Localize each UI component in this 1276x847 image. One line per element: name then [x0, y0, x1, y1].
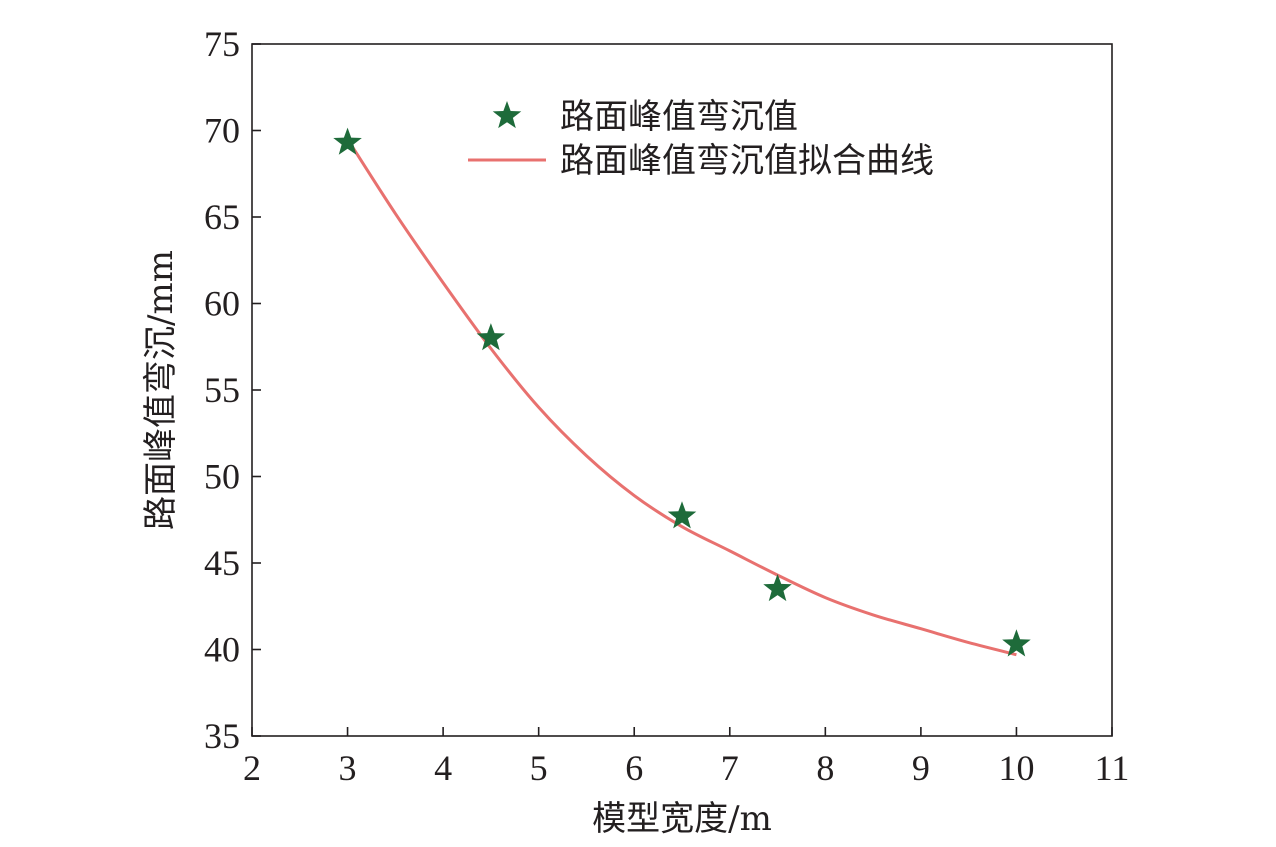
data-point-star — [333, 127, 362, 155]
x-tick-label: 6 — [625, 748, 643, 788]
y-tick-label: 60 — [204, 284, 240, 324]
data-point-star — [667, 501, 697, 529]
x-tick-label: 3 — [339, 748, 357, 788]
y-tick-label: 75 — [204, 24, 240, 64]
y-axis-title: 路面峰值弯沉/mm — [141, 250, 181, 530]
x-tick-label: 7 — [721, 748, 739, 788]
data-point-star — [476, 323, 506, 351]
fit-curve-line — [346, 138, 1017, 657]
y-tick-label: 70 — [204, 111, 240, 151]
data-point-star — [763, 573, 792, 602]
x-tick-label: 8 — [816, 748, 834, 788]
x-tick-label: 9 — [912, 748, 930, 788]
x-tick-label: 5 — [530, 748, 548, 788]
legend-star-icon — [492, 101, 522, 129]
x-axis-title: 模型宽度/m — [592, 799, 772, 839]
legend-label-scatter: 路面峰值弯沉值 — [560, 97, 798, 137]
y-tick-label: 40 — [204, 630, 240, 670]
y-tick-label: 50 — [204, 457, 240, 497]
y-tick-label: 55 — [204, 370, 240, 410]
x-axis: 2 3 4 5 6 7 8 9 10 11 — [243, 727, 1129, 788]
y-tick-label: 65 — [204, 197, 240, 237]
legend: 路面峰值弯沉值 路面峰值弯沉值拟合曲线 — [468, 97, 934, 181]
legend-label-line: 路面峰值弯沉值拟合曲线 — [560, 141, 934, 181]
x-tick-label: 10 — [998, 748, 1034, 788]
data-point-star — [1002, 629, 1031, 657]
data-markers — [333, 127, 1031, 657]
y-tick-label: 45 — [204, 543, 240, 583]
x-tick-label: 4 — [434, 748, 452, 788]
y-tick-label: 35 — [204, 716, 240, 756]
x-tick-label: 11 — [1095, 748, 1130, 788]
y-axis: 35 40 45 50 55 60 65 70 75 — [204, 24, 261, 756]
x-tick-label: 2 — [243, 748, 261, 788]
